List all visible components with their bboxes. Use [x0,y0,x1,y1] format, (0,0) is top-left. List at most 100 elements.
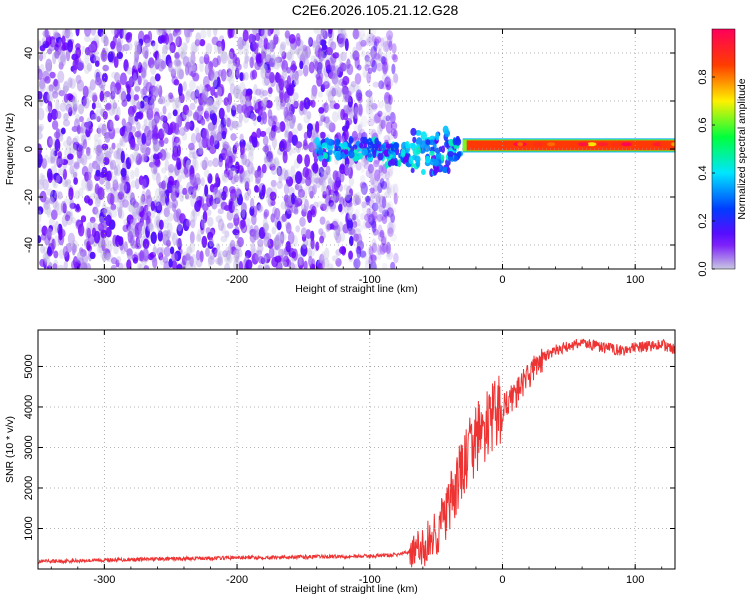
heatmap-cell [72,58,79,71]
heatmap-cell [170,231,176,240]
heatmap-cell [368,245,374,257]
heatmap-cell [355,161,362,171]
heatmap-cell [354,197,362,205]
heatmap-cell [216,131,223,142]
heatmap-cell [105,252,111,261]
heatmap-cell [122,43,130,52]
heatmap-cell [38,81,46,93]
heatmap-cell [251,248,258,255]
heatmap-cell [169,246,175,255]
heatmap-cell [233,86,240,100]
heatmap-cell [255,88,262,96]
heatmap-cell [72,256,79,268]
heatmap-cell [150,231,157,245]
heatmap-cell [363,163,371,170]
heatmap-cell [168,258,173,268]
heatmap-cell [140,67,146,79]
heatmap-cell [77,103,85,115]
heatmap-cell [250,242,256,255]
heatmap-cell [321,142,328,149]
heatmap-cell [111,106,119,115]
heatmap-cell [358,36,364,48]
heatmap-cell [371,242,378,253]
heatmap-cell [375,192,381,205]
heatmap-cell [185,61,192,69]
heatmap-cell [403,155,408,163]
heatmap-cell [392,73,399,83]
heatmap-cell [370,254,377,262]
heatmap-cell [228,74,235,86]
heatmap-cell [179,127,186,136]
heatmap-cell [175,36,182,48]
heatmap-cell [210,105,218,114]
heatmap-cell [226,222,234,229]
heatmap-cell [376,56,381,69]
heatmap-cell [243,96,250,103]
heatmap-cell [352,220,358,229]
heatmap-cell [354,106,361,115]
heatmap-cell [206,97,214,110]
heatmap-cell [163,95,171,107]
heatmap-cell [380,55,386,65]
heatmap-cell [428,139,435,146]
heatmap-cell [156,203,162,211]
heatmap-cell [250,166,256,175]
heatmap-cell [258,29,265,37]
heatmap-cell [97,126,102,138]
heatmap-cell [385,84,392,91]
heatmap-frame [37,28,676,270]
heatmap-cell [189,256,194,267]
heatmap-cell [261,52,266,64]
heatmap-cell [273,62,281,70]
heatmap-cell [328,29,333,35]
heatmap-cell [94,60,100,67]
heatmap-cell [397,159,402,168]
heatmap-cell [268,87,273,94]
heatmap-cell [195,127,200,135]
heatmap-cell [108,93,116,100]
heatmap-cell [318,154,323,162]
colorbar-label: Normalized spectral amplitude [736,78,748,219]
heatmap-cell [303,260,308,269]
heatmap-cell [376,130,382,137]
heatmap-cell [371,202,379,212]
heatmap-cell [353,102,359,116]
heatmap-cell [325,104,332,112]
heatmap-cell [277,247,283,257]
heatmap-cell [317,91,323,98]
heatmap-cell [388,220,396,233]
heatmap-cell [135,153,143,165]
heatmap-cell [268,130,276,141]
heatmap-cell [275,101,282,111]
heatmap-cell [143,57,149,70]
heatmap-cell [41,158,48,169]
heatmap-cell [46,207,52,219]
heatmap-cell [48,262,53,269]
heatmap-cell [358,104,363,118]
heatmap-cell [201,218,207,229]
heatmap-cell [159,115,168,122]
heatmap-cell [125,32,133,43]
heatmap-cell [227,51,234,65]
heatmap-cell [241,153,247,166]
heatmap-cell [324,247,330,260]
heatmap-cell [168,62,173,73]
heatmap-cell [245,91,253,102]
heatmap-cell [78,103,84,115]
heatmap-cell [370,102,378,110]
heatmap-cell [380,119,386,130]
heatmap-cell [136,230,143,239]
heatmap-cell [258,227,266,240]
heatmap-cell [316,33,322,46]
heatmap-cell [201,235,208,248]
heatmap-cell [328,189,335,196]
heatmap-cell [293,72,299,86]
heatmap-cell [365,57,373,68]
heatmap-cell [67,39,74,53]
heatmap-cell [127,201,134,212]
heatmap-cell [233,213,240,227]
heatmap-cell [236,193,244,206]
heatmap-cell [205,43,213,54]
heatmap-cell [243,49,250,56]
heatmap-cell [370,181,376,194]
